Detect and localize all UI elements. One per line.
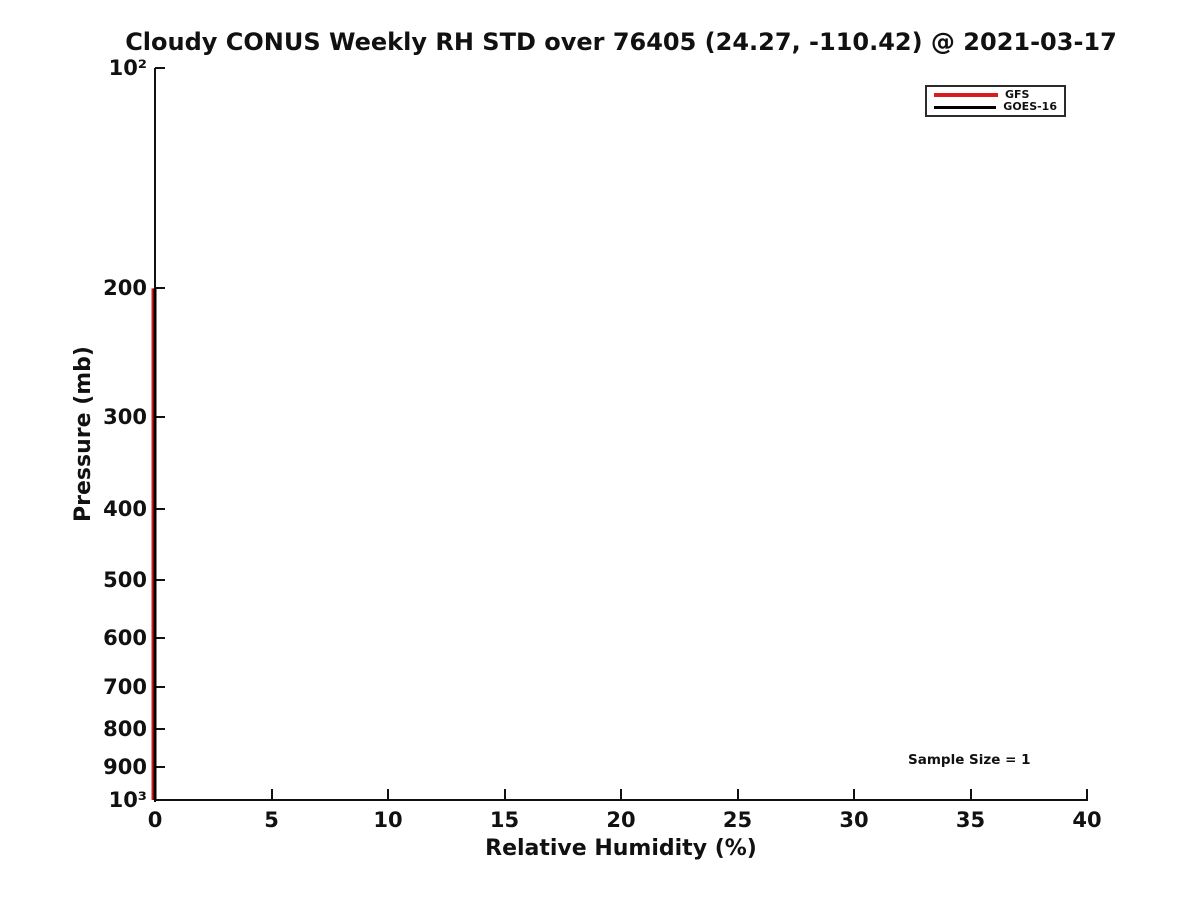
- x-tick: [969, 789, 972, 799]
- y-tick: [155, 685, 165, 688]
- x-tick-label: 35: [955, 808, 986, 832]
- x-tick-label: 5: [264, 808, 279, 832]
- legend-item-goes16: GOES-16: [934, 101, 1057, 113]
- sample-size-annotation: Sample Size = 1: [908, 752, 1031, 768]
- y-tick: [155, 507, 165, 510]
- x-tick-label: 20: [606, 808, 636, 832]
- y-tick-label: 10³: [108, 788, 147, 812]
- y-tick: [155, 578, 165, 581]
- legend-label-gfs: GFS: [1005, 88, 1030, 101]
- y-tick-label: 800: [103, 717, 147, 742]
- legend: GFS GOES-16: [925, 85, 1066, 117]
- y-tick-label: 600: [103, 625, 147, 650]
- y-tick-label: 700: [103, 674, 147, 699]
- y-tick-label: 900: [103, 754, 147, 779]
- y-tick: [155, 636, 165, 639]
- y-tick-label: 500: [103, 567, 147, 592]
- chart-title: Cloudy CONUS Weekly RH STD over 76405 (2…: [125, 28, 1117, 56]
- y-axis-spine: [154, 68, 156, 802]
- x-axis-spine: [154, 799, 1088, 801]
- y-tick-label: 10²: [108, 56, 147, 80]
- y-tick: [155, 728, 165, 731]
- y-tick: [155, 765, 165, 768]
- x-axis-label: Relative Humidity (%): [485, 836, 757, 861]
- y-tick: [155, 287, 165, 290]
- legend-item-gfs: GFS: [934, 89, 1057, 101]
- y-tick: [155, 416, 165, 419]
- x-tick: [1086, 789, 1088, 799]
- legend-label-goes16: GOES-16: [1003, 100, 1057, 113]
- x-tick: [736, 789, 739, 799]
- x-tick: [270, 789, 273, 799]
- x-tick-label: 10: [373, 808, 403, 832]
- y-tick-label: 300: [103, 405, 147, 430]
- y-axis-label: Pressure (mb): [71, 346, 96, 522]
- y-tick: [155, 799, 165, 801]
- x-tick: [853, 789, 855, 799]
- y-tick-label: 200: [103, 276, 147, 301]
- x-tick: [387, 789, 389, 799]
- x-tick: [154, 789, 156, 799]
- x-tick-label: 0: [147, 808, 163, 832]
- gfs-line-sample: [934, 93, 998, 97]
- x-tick-label: 15: [489, 808, 520, 832]
- x-tick-label: 25: [722, 808, 753, 832]
- x-tick-label: 30: [839, 808, 869, 832]
- goes16-line-sample: [934, 105, 997, 109]
- x-tick: [503, 789, 506, 799]
- y-tick: [155, 67, 165, 69]
- x-tick-label: 40: [1072, 808, 1102, 832]
- x-tick: [620, 789, 622, 799]
- y-tick-label: 400: [103, 496, 147, 521]
